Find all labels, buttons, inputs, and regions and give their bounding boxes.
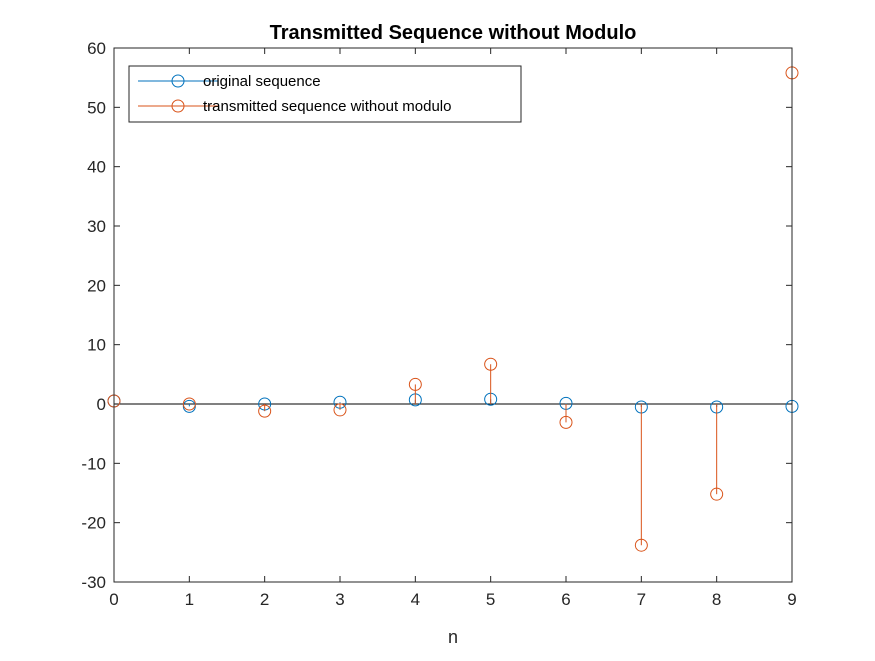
x-tick-label: 4 [411, 590, 420, 609]
stem-marker [408, 377, 422, 391]
y-tick-label: 60 [87, 39, 106, 58]
legend: original sequence transmitted sequence w… [128, 65, 522, 123]
stem-marker [484, 357, 498, 371]
y-tick-label: 10 [87, 336, 106, 355]
stem-marker [710, 487, 724, 501]
x-tick-label: 5 [486, 590, 495, 609]
x-tick-label: 1 [185, 590, 194, 609]
y-tick-label: -20 [81, 514, 106, 533]
legend-label-original-sequence: original sequence [203, 73, 321, 90]
stem-marker [182, 397, 196, 411]
legend-box [128, 65, 522, 123]
y-tick-label: -10 [81, 454, 106, 473]
legend-label-transmitted-sequence: transmitted sequence without modulo [203, 98, 451, 115]
plot-area [114, 48, 792, 582]
x-tick-label: 0 [109, 590, 118, 609]
y-tick-label: 20 [87, 276, 106, 295]
y-tick-label: 50 [87, 98, 106, 117]
y-tick-label: 30 [87, 217, 106, 236]
y-tick-label: 40 [87, 158, 106, 177]
stem-marker [634, 538, 648, 552]
legend-marker-transmitted-sequence [171, 99, 185, 113]
y-tick-label: 0 [97, 395, 106, 414]
x-tick-label: 7 [637, 590, 646, 609]
x-tick-label: 3 [335, 590, 344, 609]
legend-marker-original-sequence [171, 74, 185, 88]
stem-marker [258, 404, 272, 418]
stem-marker [559, 415, 573, 429]
y-tick-label: -30 [81, 573, 106, 592]
stem-marker [333, 403, 347, 417]
chart-title: Transmitted Sequence without Modulo [270, 22, 637, 44]
axes-box [113, 47, 793, 583]
x-axis-label: n [448, 627, 458, 647]
x-tick-label: 6 [561, 590, 570, 609]
x-tick-label: 9 [787, 590, 796, 609]
x-tick-label: 2 [260, 590, 269, 609]
x-tick-label: 8 [712, 590, 721, 609]
